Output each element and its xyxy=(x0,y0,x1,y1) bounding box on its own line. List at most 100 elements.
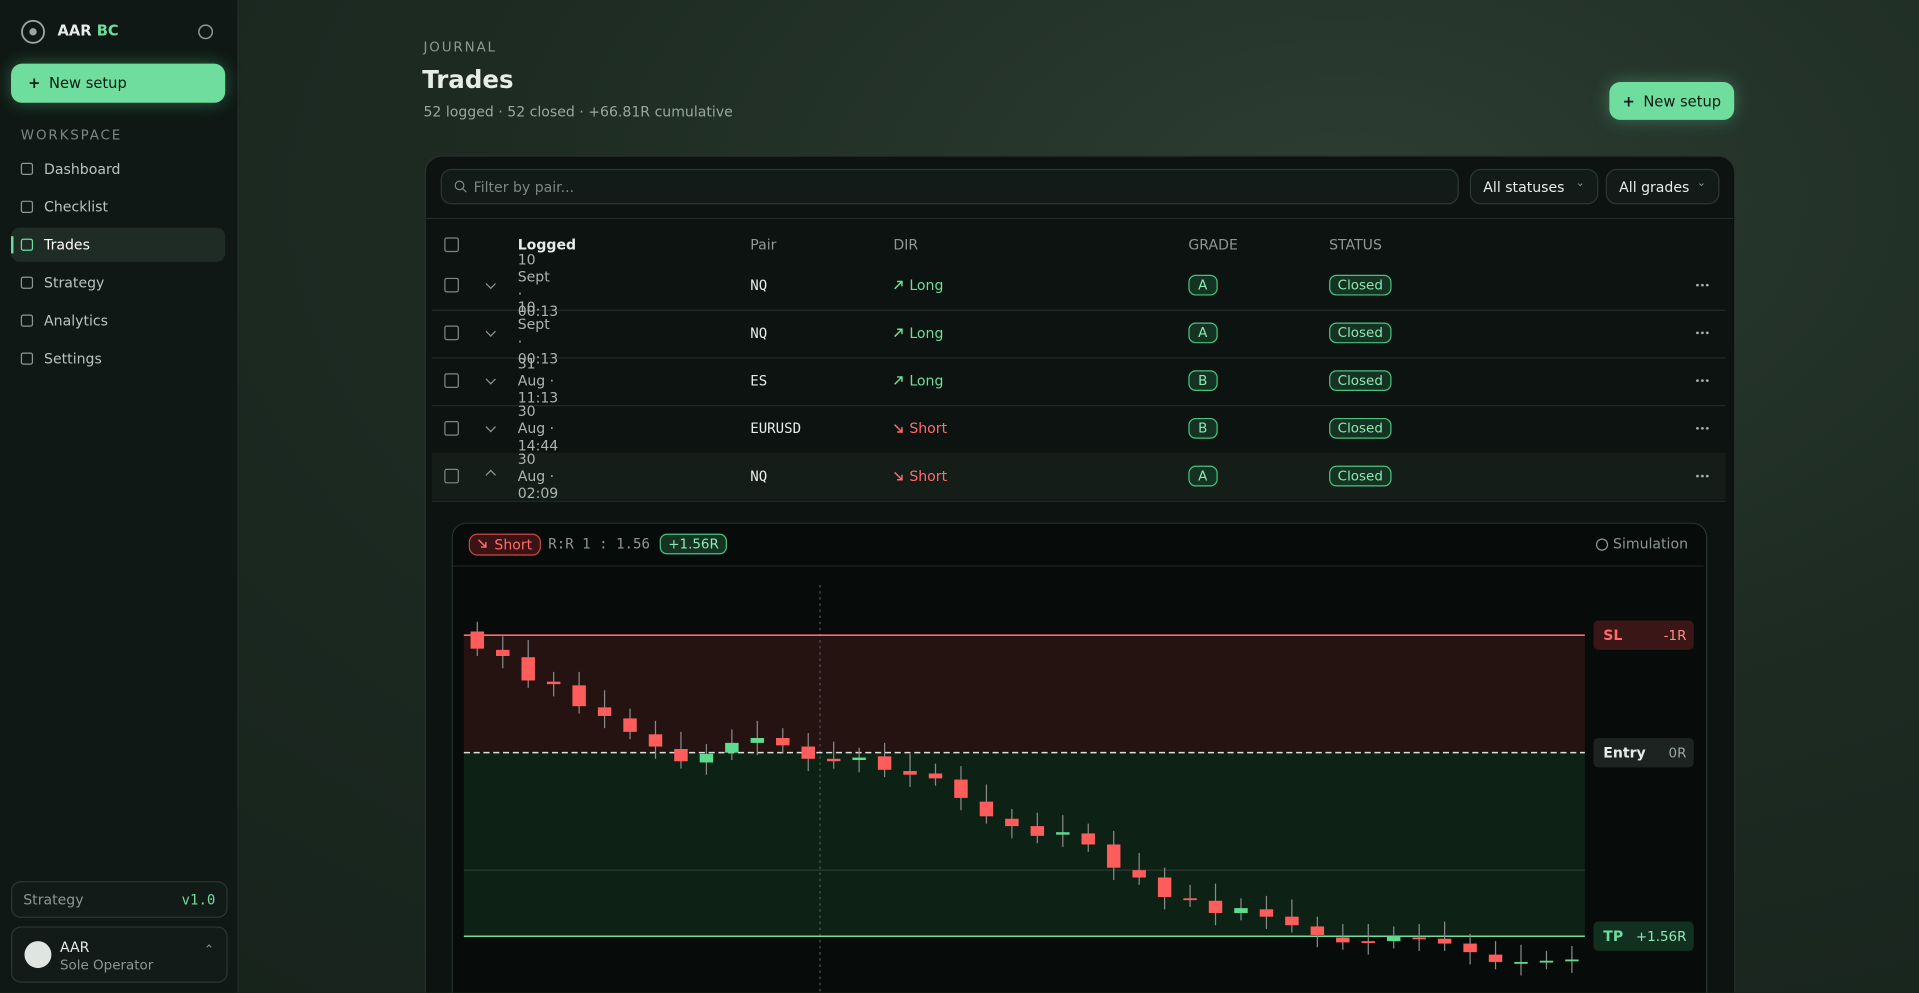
summary: 52 logged · 52 closed · +66.81R cumulati… xyxy=(423,102,733,120)
row-menu[interactable] xyxy=(1695,331,1710,335)
row-checkbox[interactable] xyxy=(444,325,459,341)
column-header[interactable]: GRADE xyxy=(1188,236,1238,254)
nav-icon xyxy=(20,200,34,213)
brand-suffix: BC xyxy=(96,22,119,40)
section-label: WORKSPACE xyxy=(20,127,123,144)
candle-body xyxy=(470,631,485,649)
status: Closed xyxy=(1329,322,1392,344)
pair: NQ xyxy=(750,324,768,342)
nav-item[interactable]: Trades xyxy=(11,227,226,262)
search-input[interactable]: Filter by pair... xyxy=(440,168,1459,205)
status: Closed xyxy=(1329,274,1392,296)
candle-body xyxy=(674,748,688,762)
row-menu[interactable] xyxy=(1695,379,1710,382)
direction-icon xyxy=(894,376,903,385)
logged: 30 Aug · 02:09 xyxy=(517,450,559,502)
nav-item[interactable]: Dashboard xyxy=(11,152,225,186)
nav-item[interactable]: Settings xyxy=(11,341,225,375)
status-filter[interactable]: All statuses ⌄ xyxy=(1469,168,1599,205)
header-checkbox[interactable] xyxy=(444,237,459,253)
row-divider xyxy=(432,500,1726,502)
candle-body xyxy=(648,734,663,747)
row-divider xyxy=(432,309,1726,311)
candle-body xyxy=(954,779,968,798)
candle-body xyxy=(1437,938,1452,944)
nav-label: Analytics xyxy=(44,312,108,330)
pair: NQ xyxy=(750,276,768,294)
direction-badge: Short xyxy=(468,533,541,556)
candle-body xyxy=(903,771,917,775)
search-icon xyxy=(454,180,467,193)
candle-body xyxy=(877,756,892,770)
row-checkbox[interactable] xyxy=(444,421,459,436)
candle-body xyxy=(1208,900,1223,913)
candle-body xyxy=(1336,937,1350,943)
level-value: +1.56R xyxy=(1635,928,1687,945)
candle-body xyxy=(1565,959,1579,962)
row-divider xyxy=(432,357,1726,359)
row-menu[interactable] xyxy=(1695,474,1710,478)
column-header[interactable]: STATUS xyxy=(1329,236,1382,254)
new-setup-button[interactable]: + New setup xyxy=(11,63,226,103)
strategy-box[interactable]: Strategy v1.0 xyxy=(11,881,228,918)
nav-label: Trades xyxy=(44,236,90,254)
chevron: ⌃ xyxy=(203,943,215,958)
candle-body xyxy=(546,681,561,685)
candle-body xyxy=(699,753,714,763)
user-box[interactable]: AAR Sole Operator ⌃ xyxy=(11,926,228,983)
candle-body xyxy=(1488,954,1503,962)
filter-label: All statuses xyxy=(1483,178,1565,196)
row-checkbox[interactable] xyxy=(444,277,459,293)
column-header[interactable]: Pair xyxy=(750,236,777,254)
nav-item[interactable]: Checklist xyxy=(11,190,225,224)
risk-zone xyxy=(463,635,1585,753)
theme-icon[interactable] xyxy=(197,23,214,40)
grade: B xyxy=(1188,370,1218,392)
nav-item[interactable]: Strategy xyxy=(11,266,225,300)
level-name: Entry xyxy=(1603,744,1646,762)
row-checkbox[interactable] xyxy=(444,373,459,388)
status: Closed xyxy=(1329,370,1392,392)
filter-label: All grades xyxy=(1619,178,1690,196)
row-menu[interactable] xyxy=(1695,427,1710,430)
row-divider xyxy=(432,405,1726,407)
row-menu[interactable] xyxy=(1695,283,1710,287)
candle-body xyxy=(1412,937,1426,940)
row-checkbox[interactable] xyxy=(444,468,459,484)
candle-body xyxy=(1259,909,1274,917)
status: Closed xyxy=(1329,465,1392,487)
column-header[interactable]: DIR xyxy=(893,236,919,254)
candle-body xyxy=(852,757,866,761)
eyebrow: JOURNAL xyxy=(423,39,497,56)
candle-body xyxy=(1106,844,1121,868)
candle-body xyxy=(1132,870,1146,878)
candle-body xyxy=(725,742,739,753)
level-value: 0R xyxy=(1668,744,1687,761)
sidebar: AAR BC + New setup WORKSPACE Dashboard Che… xyxy=(0,0,239,993)
grade-filter[interactable]: All grades ⌄ xyxy=(1605,168,1720,205)
result-badge: +1.56R xyxy=(659,533,728,555)
level-label: TP +1.56R xyxy=(1593,921,1694,951)
new-setup-button[interactable]: + New setup xyxy=(1609,81,1735,120)
candle-body xyxy=(1386,936,1401,942)
candle-body xyxy=(1285,916,1299,926)
nav-item[interactable]: Analytics xyxy=(11,304,225,338)
divider xyxy=(424,217,1733,220)
direction-icon xyxy=(894,471,903,481)
nav-icon xyxy=(20,352,34,365)
grade: A xyxy=(1188,274,1218,296)
column-header[interactable]: Logged xyxy=(517,236,577,254)
direction: Long xyxy=(909,276,944,294)
candle-body xyxy=(750,737,765,743)
candle-body xyxy=(1030,826,1045,836)
nav-icon xyxy=(20,276,34,289)
pair: ES xyxy=(750,372,768,390)
nav-icon xyxy=(20,238,34,251)
candle-body xyxy=(979,801,994,817)
direction: Short xyxy=(909,419,948,437)
grade: A xyxy=(1188,322,1218,344)
candle-body xyxy=(928,773,943,779)
nav-label: Dashboard xyxy=(44,160,121,178)
